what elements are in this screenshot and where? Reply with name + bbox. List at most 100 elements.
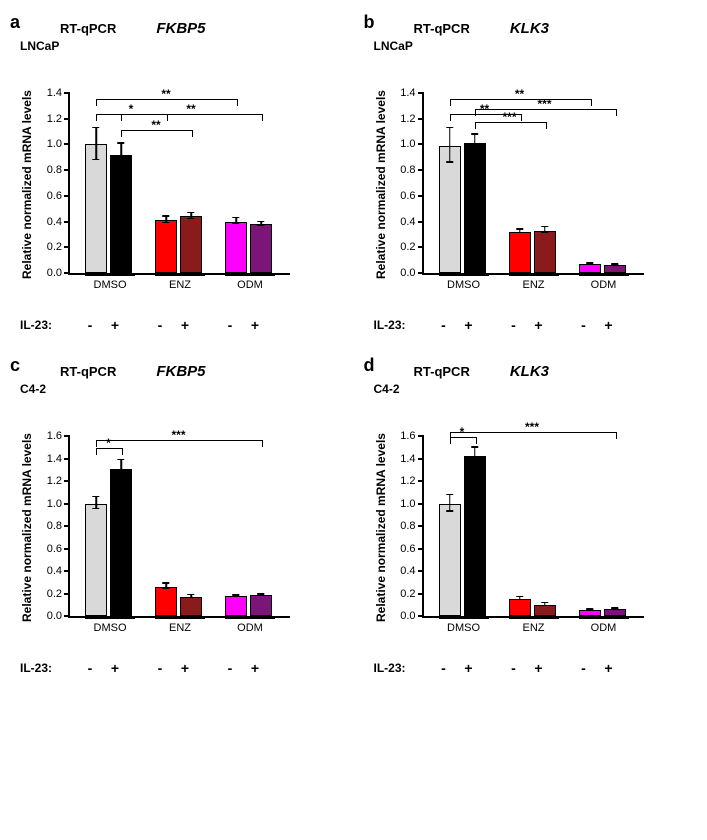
il23-label: IL-23: bbox=[374, 318, 406, 332]
il23-row: IL-23: -+-+-+ bbox=[20, 660, 334, 676]
gene-label: KLK3 bbox=[510, 363, 549, 380]
y-tick-label: 0.4 bbox=[47, 565, 62, 577]
y-tick-label: 0.8 bbox=[47, 164, 62, 176]
y-tick bbox=[64, 570, 70, 572]
y-tick-label: 0.4 bbox=[400, 216, 415, 228]
significance-label: ** bbox=[186, 102, 195, 116]
y-tick-label: 0.6 bbox=[400, 543, 415, 555]
il23-values: -+-+-+ bbox=[414, 317, 687, 333]
bar bbox=[110, 155, 132, 273]
error-bar bbox=[614, 607, 616, 609]
y-tick bbox=[64, 143, 70, 145]
error-bar bbox=[120, 142, 122, 165]
y-tick-label: 1.0 bbox=[47, 498, 62, 510]
y-tick bbox=[64, 272, 70, 274]
y-tick-label: 0.2 bbox=[400, 241, 415, 253]
y-tick bbox=[418, 92, 424, 94]
il23-value: + bbox=[177, 317, 193, 333]
chart-wrap: Relative normalized mRNA levels 0.00.20.4… bbox=[20, 398, 334, 658]
significance-label: ** bbox=[161, 87, 170, 101]
y-tick-label: 1.2 bbox=[400, 113, 415, 125]
y-tick bbox=[64, 118, 70, 120]
error-bar bbox=[474, 446, 476, 464]
error-bar bbox=[519, 596, 521, 601]
bar bbox=[225, 222, 247, 273]
cellline-label: C4-2 bbox=[20, 382, 334, 396]
y-tick-label: 0.8 bbox=[47, 520, 62, 532]
bar bbox=[250, 595, 272, 616]
gene-label: FKBP5 bbox=[156, 20, 205, 37]
il23-row: IL-23: -+-+-+ bbox=[374, 317, 688, 333]
chart-wrap: Relative normalized mRNA levels0.00.20.4… bbox=[20, 55, 334, 315]
bar bbox=[604, 609, 626, 616]
x-group: ENZ bbox=[155, 273, 205, 291]
panel-header: RT-qPCR KLK3 bbox=[414, 363, 688, 380]
il23-value: - bbox=[222, 317, 238, 333]
method-label: RT-qPCR bbox=[414, 364, 470, 379]
y-tick bbox=[64, 195, 70, 197]
error-bar bbox=[95, 496, 97, 510]
y-tick-label: 1.4 bbox=[47, 453, 62, 465]
y-tick bbox=[64, 548, 70, 550]
error-bar bbox=[165, 215, 167, 223]
y-tick bbox=[418, 435, 424, 437]
y-tick-label: 1.4 bbox=[400, 87, 415, 99]
error-bar bbox=[190, 212, 192, 220]
y-tick-label: 1.2 bbox=[47, 475, 62, 487]
panel-header: RT-qPCRFKBP5 bbox=[60, 20, 334, 37]
y-tick bbox=[418, 195, 424, 197]
y-tick-label: 1.6 bbox=[47, 430, 62, 442]
y-tick bbox=[418, 221, 424, 223]
error-bar bbox=[544, 602, 546, 607]
error-bar bbox=[519, 228, 521, 233]
plot-area: 0.00.20.40.60.81.01.21.41.6****DMSOENZOD… bbox=[422, 436, 644, 618]
chart: 0.00.20.40.60.81.01.21.4**********DMSOEN… bbox=[392, 55, 652, 315]
y-tick bbox=[64, 92, 70, 94]
x-group-label: ENZ bbox=[509, 618, 559, 634]
x-group: DMSO bbox=[85, 273, 135, 291]
x-group-label: ENZ bbox=[509, 275, 559, 291]
significance-label: *** bbox=[171, 428, 185, 442]
y-tick bbox=[418, 480, 424, 482]
il23-value: + bbox=[601, 317, 617, 333]
y-tick bbox=[64, 458, 70, 460]
x-group: ENZ bbox=[155, 616, 205, 634]
y-tick bbox=[418, 246, 424, 248]
y-tick bbox=[64, 525, 70, 527]
il23-values: -+-+-+ bbox=[60, 660, 333, 676]
x-group-label: ENZ bbox=[155, 275, 205, 291]
y-tick-label: 0.6 bbox=[400, 190, 415, 202]
method-label: RT-qPCR bbox=[60, 364, 116, 379]
y-axis-label: Relative normalized mRNA levels bbox=[374, 55, 388, 315]
y-tick-label: 0.0 bbox=[400, 267, 415, 279]
il23-value: - bbox=[82, 660, 98, 676]
cellline-label: LNCaP bbox=[20, 39, 334, 53]
x-group-label: DMSO bbox=[85, 618, 135, 634]
bar bbox=[85, 144, 107, 273]
y-tick bbox=[418, 615, 424, 617]
plot-area: 0.00.20.40.60.81.01.21.4**********DMSOEN… bbox=[422, 93, 644, 275]
x-group-label: DMSO bbox=[439, 618, 489, 634]
y-tick-label: 0.4 bbox=[400, 565, 415, 577]
bar bbox=[464, 456, 486, 616]
bar bbox=[85, 504, 107, 617]
y-axis-label: Relative normalized mRNA levels bbox=[20, 398, 34, 658]
il23-label: IL-23: bbox=[20, 661, 52, 675]
x-group: ODM bbox=[579, 616, 629, 634]
panel-a: aRT-qPCRFKBP5LNCaPRelative normalized mR… bbox=[20, 20, 334, 333]
il23-row: IL-23:-+-+-+ bbox=[20, 317, 334, 333]
y-tick-label: 0.6 bbox=[47, 543, 62, 555]
x-group: ODM bbox=[579, 273, 629, 291]
y-tick-label: 1.2 bbox=[47, 113, 62, 125]
bar bbox=[604, 265, 626, 273]
y-tick-label: 0.2 bbox=[47, 241, 62, 253]
il23-value: - bbox=[222, 660, 238, 676]
il23-value: - bbox=[82, 317, 98, 333]
panel-b: bRT-qPCRKLK3LNCaPRelative normalized mRN… bbox=[374, 20, 688, 333]
plot-area: 0.00.20.40.60.81.01.21.41.6****DMSOENZOD… bbox=[68, 436, 290, 618]
y-tick bbox=[64, 593, 70, 595]
error-bar bbox=[589, 262, 591, 265]
il23-value: + bbox=[461, 317, 477, 333]
bar bbox=[509, 599, 531, 616]
y-tick bbox=[418, 272, 424, 274]
